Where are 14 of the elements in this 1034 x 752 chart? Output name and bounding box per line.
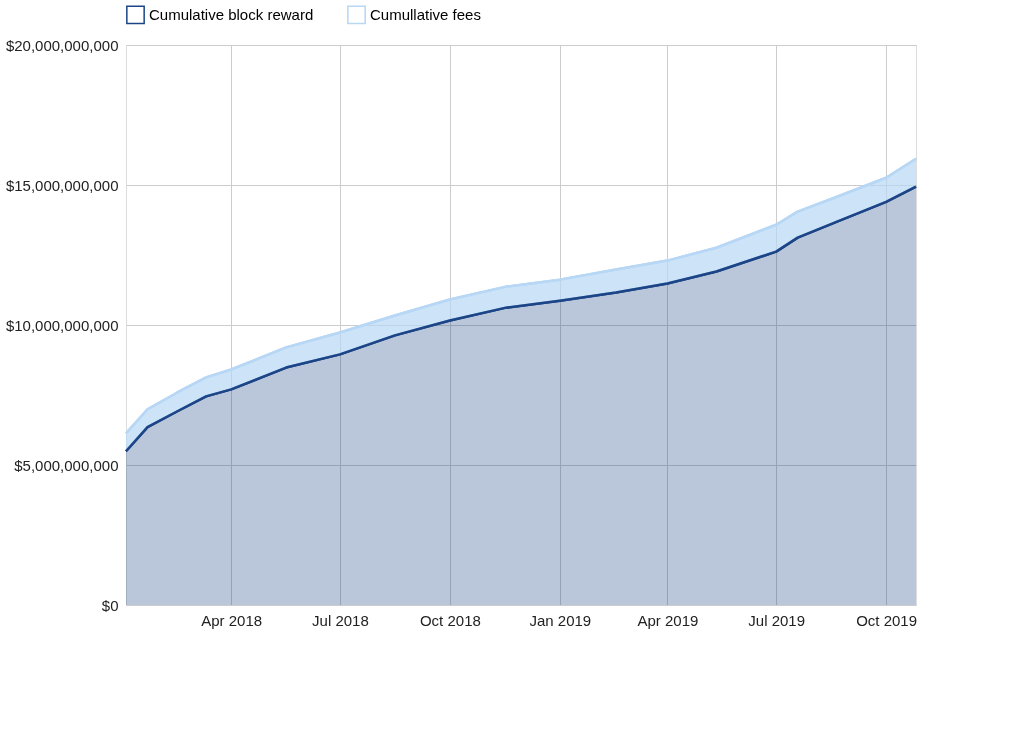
x-tick-label: Jul 2018 (312, 611, 369, 629)
x-tick-label: Jul 2019 (748, 611, 806, 629)
y-tick-label: $10,000,000,000 (5, 316, 119, 334)
x-tick-label: Oct 2019 (856, 611, 918, 629)
legend-label: Cumulative block reward (149, 5, 314, 23)
y-tick-label: $5,000,000,000 (14, 456, 119, 474)
y-tick-label: $15,000,000,000 (5, 176, 119, 194)
legend-label: Cumullative fees (370, 5, 481, 23)
x-tick-label: Apr 2019 (637, 611, 699, 629)
x-tick-label: Jan 2019 (529, 611, 592, 629)
y-tick-label: $20,000,000,000 (5, 36, 119, 54)
x-tick-label: Apr 2018 (201, 611, 263, 629)
x-tick-label: Oct 2018 (419, 611, 481, 629)
y-tick-label: $0 (101, 596, 119, 614)
